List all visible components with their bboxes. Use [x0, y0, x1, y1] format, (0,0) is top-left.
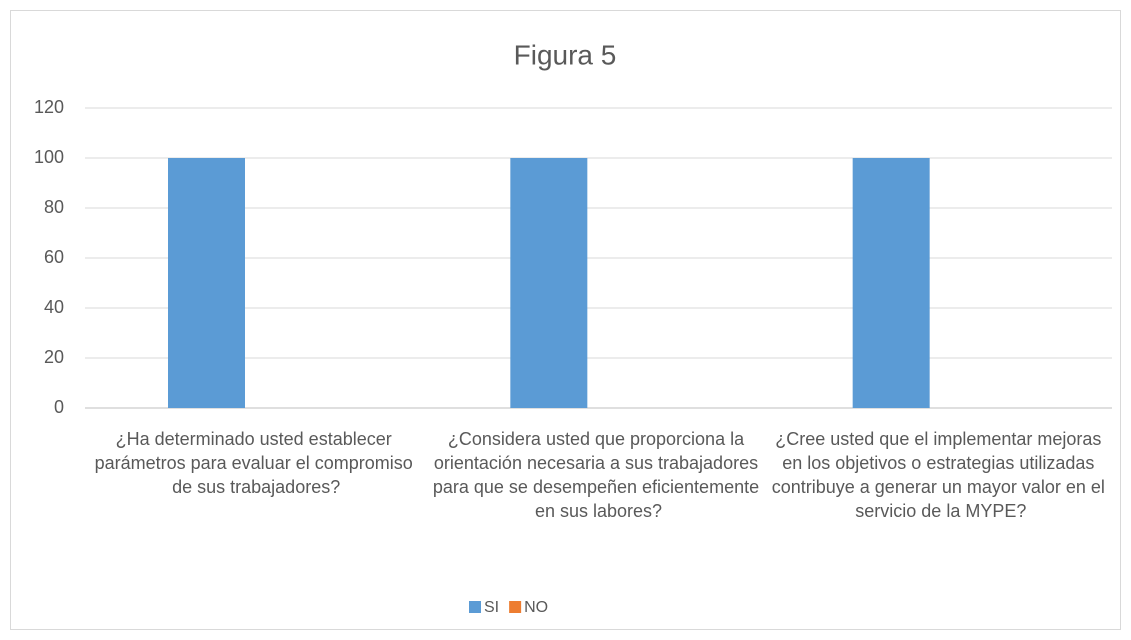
legend-swatch [509, 601, 522, 613]
y-tick-label: 0 [54, 397, 64, 417]
y-tick-label: 120 [34, 97, 64, 117]
bar [168, 158, 245, 408]
y-tick-label: 80 [44, 197, 64, 217]
x-tick-label: ¿Ha determinado usted establecer parámet… [95, 429, 418, 497]
chart-title: Figura 5 [514, 39, 617, 70]
x-tick-label: ¿Considera usted que proporciona la orie… [433, 429, 764, 521]
y-tick-label: 60 [44, 247, 64, 267]
bar [852, 158, 930, 408]
bar [510, 158, 588, 408]
y-tick-label: 20 [44, 347, 64, 367]
y-tick-label: 40 [44, 297, 64, 317]
y-tick-label: 100 [34, 147, 64, 167]
x-tick-label: ¿Cree usted que el implementar mejoras e… [772, 429, 1110, 521]
legend-label: NO [524, 599, 548, 616]
legend-swatch [469, 601, 481, 613]
legend-label: SI [484, 599, 499, 616]
